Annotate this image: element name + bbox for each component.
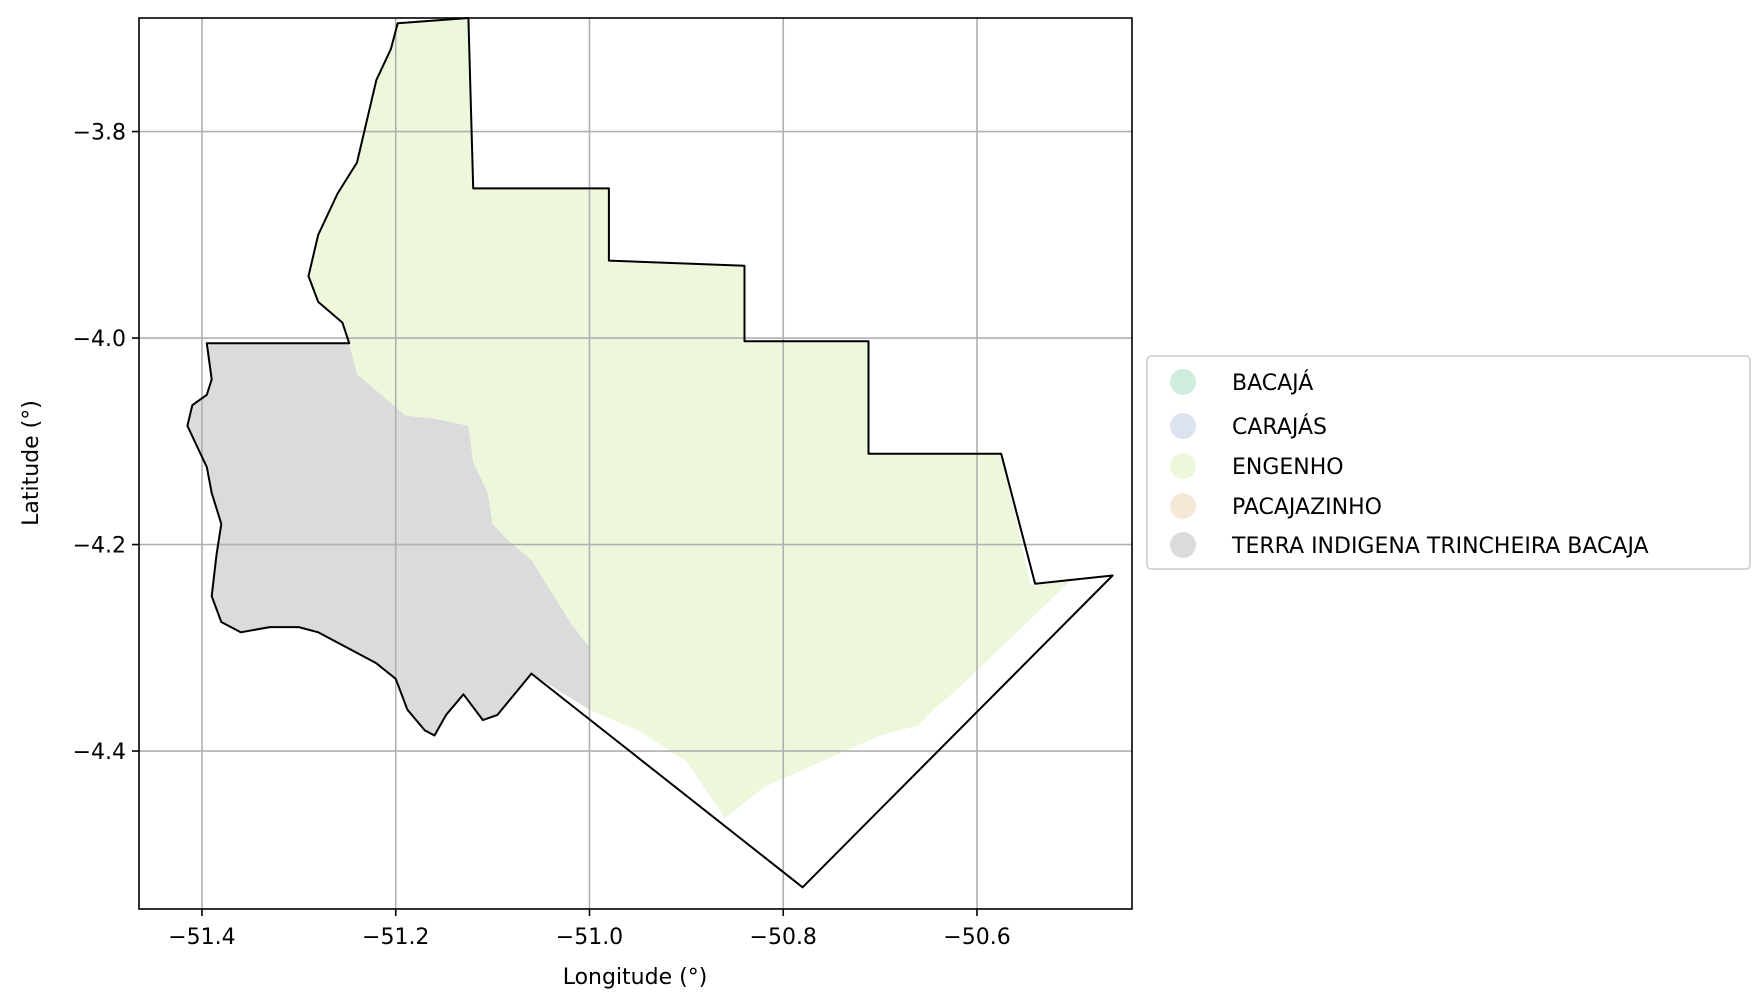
map-plot-area xyxy=(138,17,1133,910)
x-tick-label: −51.0 xyxy=(556,925,623,950)
legend-marker-bacaj- xyxy=(1170,369,1196,395)
region-terra-indigena-trincheira-bacaja xyxy=(187,343,590,736)
y-tick-label: −4.0 xyxy=(73,327,126,352)
grid-layer xyxy=(139,18,1132,909)
legend-marker-pacajazinho xyxy=(1170,493,1196,519)
x-tick-label: −51.4 xyxy=(168,925,235,950)
y-tick-label: −3.8 xyxy=(73,121,126,146)
x-axis-ticks: −51.4 −51.2 −51.0 −50.8 −50.6 xyxy=(168,909,1011,950)
y-tick-label: −4.4 xyxy=(73,740,126,765)
legend-label-bacaj-: BACAJÁ xyxy=(1232,370,1313,396)
legend-frame xyxy=(1146,355,1751,570)
legend-label-engenho: ENGENHO xyxy=(1232,455,1344,480)
legend-label-terra-indigena-trincheira-bacaja: TERRA INDIGENA TRINCHEIRA BACAJA xyxy=(1231,534,1649,559)
municipality-boundary xyxy=(186,17,1114,889)
legend-marker-terra-indigena-trincheira-bacaja xyxy=(1170,532,1196,558)
regions-layer xyxy=(187,18,1074,819)
x-tick-label: −50.6 xyxy=(943,925,1010,950)
axes-frame xyxy=(138,17,1133,910)
legend-marker-engenho xyxy=(1170,453,1196,479)
legend-label-caraj-s: CARAJÁS xyxy=(1232,414,1327,440)
legend: BACAJÁ CARAJÁS ENGENHO PACAJAZINHO TERRA IND… xyxy=(1146,355,1751,570)
y-axis-label: Latitude (°) xyxy=(19,400,44,526)
legend-items: BACAJÁ CARAJÁS ENGENHO PACAJAZINHO TERRA IND… xyxy=(1170,369,1649,559)
x-axis-label: Longitude (°) xyxy=(563,965,708,990)
boundary-layer xyxy=(186,17,1114,889)
legend-label-pacajazinho: PACAJAZINHO xyxy=(1232,495,1382,520)
region-engenho xyxy=(308,18,1074,819)
x-tick-label: −51.2 xyxy=(362,925,429,950)
y-axis-ticks: −3.8 −4.0 −4.2 −4.4 xyxy=(73,121,139,765)
y-tick-label: −4.2 xyxy=(73,534,126,559)
x-tick-label: −50.8 xyxy=(750,925,817,950)
legend-marker-caraj-s xyxy=(1170,413,1196,439)
